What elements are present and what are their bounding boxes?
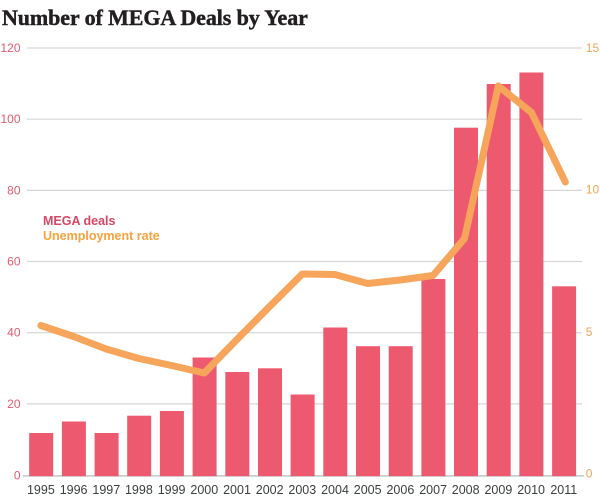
svg-text:2008: 2008 [452, 483, 480, 497]
svg-text:1995: 1995 [27, 483, 55, 497]
svg-text:2006: 2006 [386, 483, 414, 497]
svg-text:1996: 1996 [60, 483, 88, 497]
svg-text:0: 0 [14, 469, 21, 483]
svg-text:2004: 2004 [321, 483, 349, 497]
svg-text:100: 100 [0, 112, 20, 126]
svg-text:2000: 2000 [190, 483, 218, 497]
svg-text:0: 0 [586, 467, 593, 481]
svg-text:2011: 2011 [550, 483, 577, 497]
svg-text:2002: 2002 [256, 483, 284, 497]
svg-text:5: 5 [586, 325, 593, 339]
svg-text:2003: 2003 [288, 483, 316, 497]
svg-text:1999: 1999 [158, 483, 186, 497]
svg-text:2001: 2001 [223, 483, 251, 497]
svg-text:120: 120 [0, 41, 20, 55]
svg-text:10: 10 [586, 183, 600, 197]
svg-text:40: 40 [7, 326, 21, 340]
svg-text:2005: 2005 [354, 483, 382, 497]
svg-text:60: 60 [7, 255, 21, 269]
svg-text:1998: 1998 [125, 483, 153, 497]
svg-text:80: 80 [7, 183, 21, 197]
svg-text:2010: 2010 [517, 483, 545, 497]
svg-text:2007: 2007 [419, 483, 447, 497]
svg-text:20: 20 [7, 397, 21, 411]
svg-text:15: 15 [586, 41, 600, 55]
svg-text:2009: 2009 [484, 483, 512, 497]
svg-text:1997: 1997 [92, 483, 120, 497]
